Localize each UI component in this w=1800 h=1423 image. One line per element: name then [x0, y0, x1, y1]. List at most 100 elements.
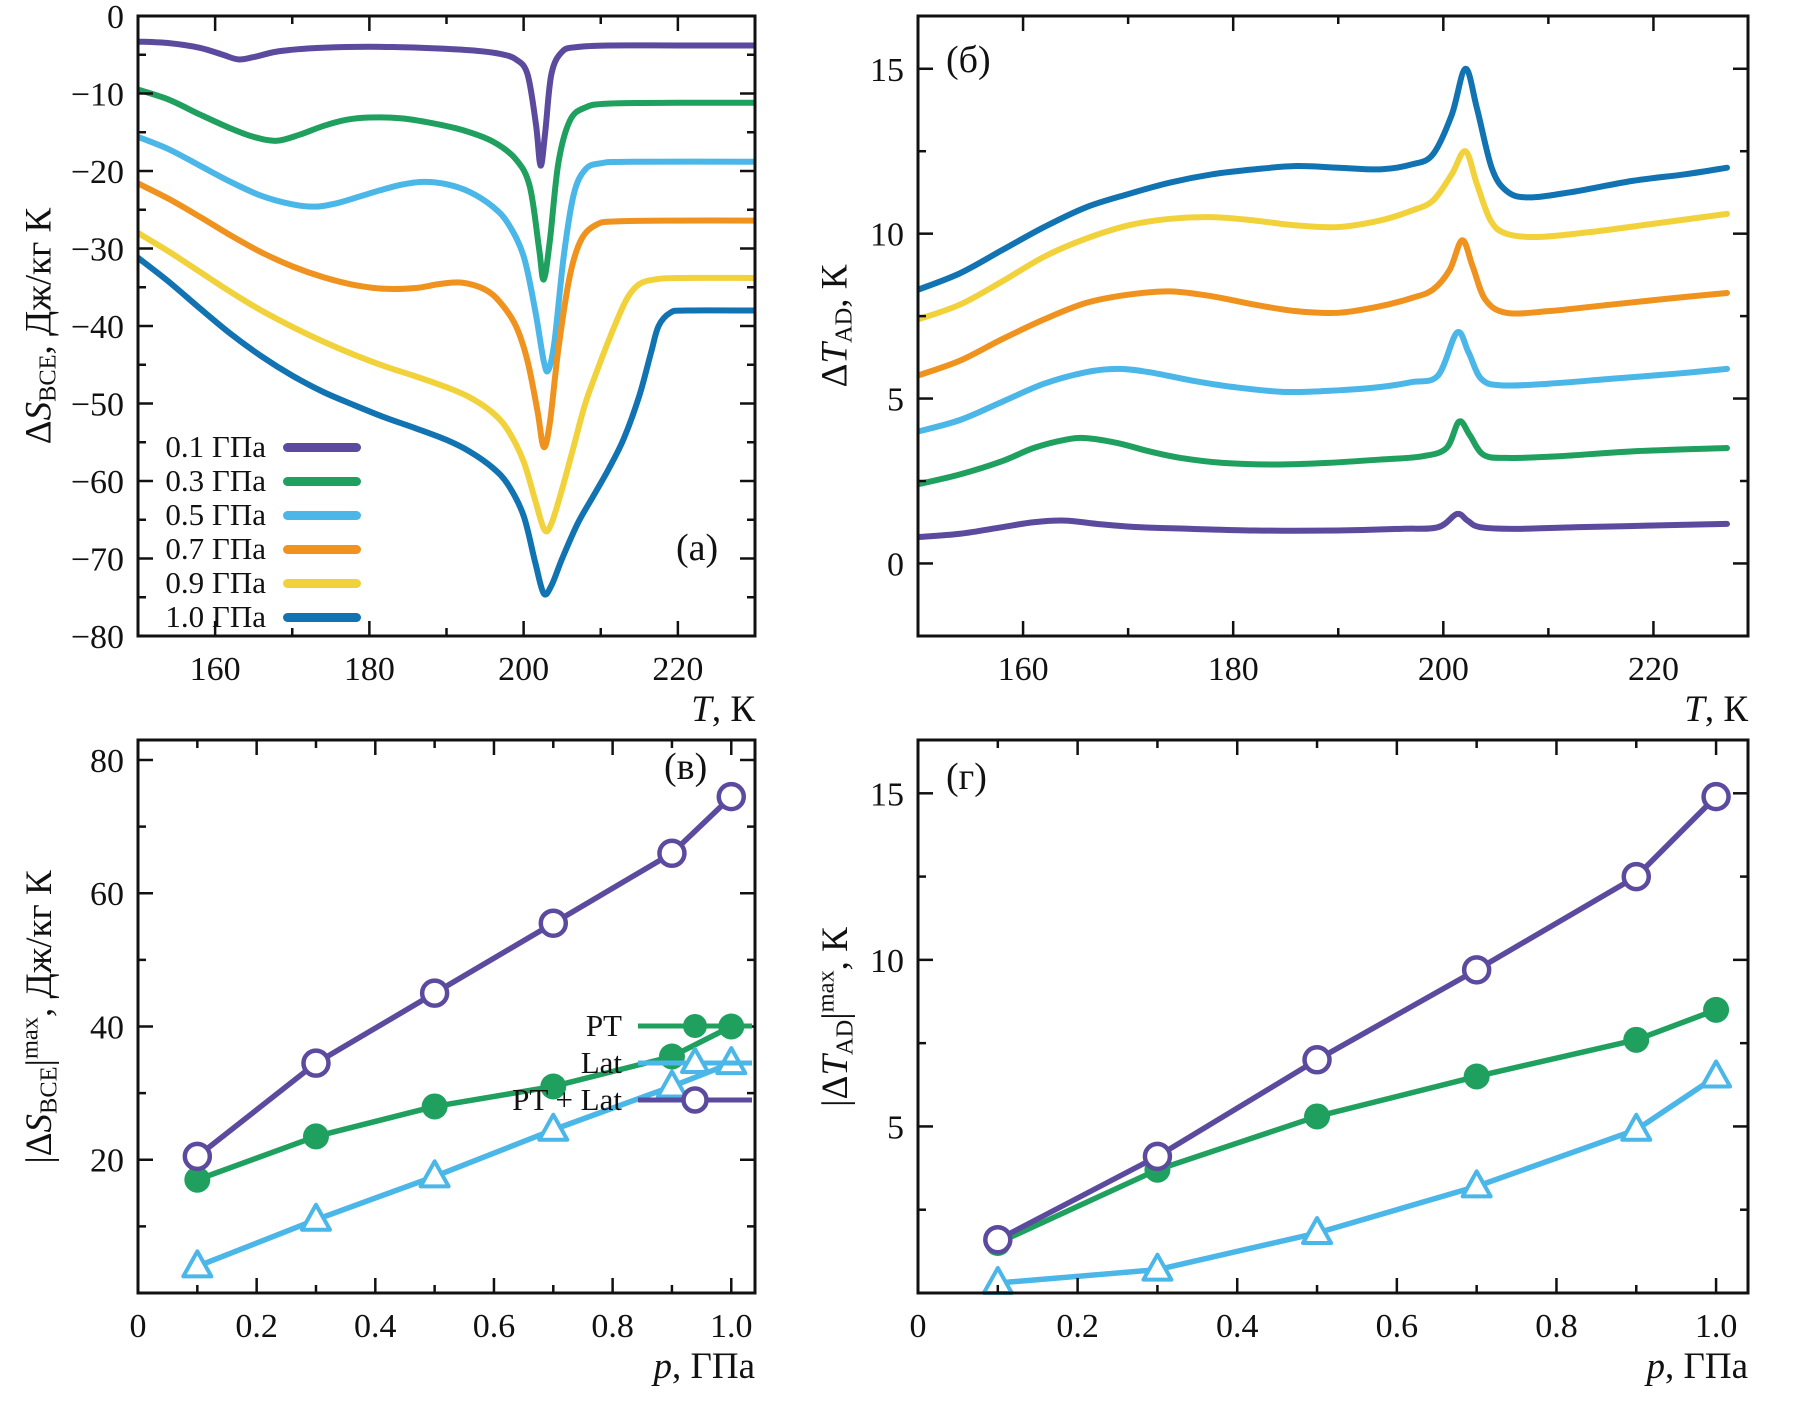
panel-b-adiabatic-temperature-change: 160 180 200 220 0 5 10 15 (б) ΔTAD, К T, К	[800, 0, 1800, 730]
y-tick-label: 10	[870, 943, 904, 980]
series-line	[917, 329, 1730, 435]
x-tick-label: 0.8	[591, 1308, 634, 1345]
x-tick-label: 0.2	[1056, 1308, 1099, 1345]
marker-circle-open	[538, 908, 569, 938]
series-line	[917, 237, 1730, 379]
y-tick-label: −60	[71, 464, 124, 501]
legend-swatch	[283, 476, 361, 486]
x-tick-label: 220	[652, 651, 703, 688]
legend-swatch	[283, 612, 361, 622]
x-tick-label: 0	[130, 1308, 147, 1345]
legend-key	[636, 1046, 754, 1080]
marker-circle-open	[983, 1224, 1013, 1255]
marker-circle-filled	[1623, 1026, 1650, 1053]
legend-key-graphic	[638, 1085, 752, 1114]
marker-circle-open	[1621, 861, 1652, 892]
marker-circle-filled	[1463, 1063, 1490, 1090]
panel-c-tag: (в)	[664, 746, 708, 788]
series-line	[995, 1007, 1719, 1246]
series-line	[137, 86, 756, 283]
y-tick-label: 5	[887, 1109, 904, 1146]
series-line	[137, 230, 756, 535]
x-tick-label: 180	[344, 651, 395, 688]
y-tick-label: 10	[870, 217, 904, 254]
y-tick-label: 60	[90, 876, 124, 913]
plot-frame	[916, 738, 1750, 1295]
legend-item: 0.5 ГПа	[148, 497, 361, 532]
x-tick-label: 200	[498, 651, 549, 688]
y-tick-label: 0	[107, 0, 124, 36]
marker-triangle-open	[1301, 1216, 1334, 1246]
plot-frame	[916, 14, 1750, 638]
x-tick-label: 0	[910, 1308, 927, 1345]
legend-item: 0.7 ГПа	[148, 531, 361, 566]
series-line	[995, 1073, 1719, 1286]
legend-label: PT + Lat	[512, 1081, 622, 1117]
marker-triangle-open	[680, 1046, 710, 1074]
marker-triangle-open	[181, 1249, 214, 1279]
marker-circle-open	[419, 978, 450, 1008]
marker-circle-open	[681, 1085, 709, 1114]
panel-a-entropy-vs-temperature: 160 180 200 220 0 −10 −20 −30 −40 −50 −60 −70 −80 (а…	[0, 0, 800, 730]
marker-triangle-open	[1620, 1112, 1653, 1142]
marker-circle-open	[182, 1141, 213, 1172]
y-tick-label: 80	[90, 743, 124, 780]
x-tick-label: 0.4	[1216, 1308, 1259, 1345]
series-line	[137, 38, 756, 169]
y-tick-label: −50	[71, 387, 124, 424]
marker-triangle-open	[1141, 1252, 1174, 1282]
legend-swatch	[283, 578, 361, 588]
marker-triangle-open	[418, 1159, 451, 1189]
y-axis-label: ΔTAD, К	[814, 264, 858, 388]
y-axis-label: |ΔSBCE|max, Дж/кг К	[16, 869, 63, 1164]
series-line	[917, 418, 1730, 488]
y-tick-label: −70	[71, 542, 124, 579]
y-tick-label: 40	[90, 1009, 124, 1046]
legend-key-graphic	[638, 1046, 752, 1074]
marker-triangle-open	[299, 1202, 332, 1232]
legend-key	[636, 1083, 754, 1117]
marker-circle-filled	[1304, 1103, 1331, 1130]
series-line	[137, 180, 756, 451]
x-tick-label: 0.6	[1376, 1308, 1419, 1345]
x-tick-label: 0.4	[354, 1308, 397, 1345]
marker-triangle-open	[1460, 1169, 1493, 1199]
x-tick-label: 0.8	[1535, 1308, 1578, 1345]
series-line	[137, 254, 756, 598]
marker-triangle-open	[1700, 1059, 1733, 1089]
x-tick-label: 220	[1628, 651, 1679, 688]
legend-label: 0.9 ГПа	[165, 565, 266, 600]
legend-label: 0.3 ГПа	[165, 463, 266, 498]
legend-key-graphic	[638, 1013, 752, 1038]
marker-circle-open	[1461, 955, 1492, 985]
series-line	[995, 793, 1719, 1243]
x-tick-label: 180	[1208, 651, 1259, 688]
x-axis-label: p, ГПа	[1646, 1346, 1748, 1387]
marker-circle-open	[657, 838, 687, 869]
y-tick-label: −80	[71, 619, 124, 656]
panel-c-max-entropy-vs-pressure: 0 0.2 0.4 0.6 0.8 1.0 20 40 60 80 (в) PT Lat PT +…	[0, 715, 800, 1423]
marker-circle-open	[1302, 1045, 1332, 1075]
marker-circle-filled	[302, 1123, 329, 1150]
legend-item: 0.1 ГПа	[148, 429, 361, 464]
series-line	[194, 1060, 735, 1270]
marker-circle-open	[1142, 1141, 1173, 1172]
plot-frame	[136, 738, 757, 1295]
x-axis-label: T, К	[1684, 689, 1748, 730]
y-tick-label: −20	[71, 154, 124, 191]
x-tick-label: 1.0	[710, 1308, 753, 1345]
marker-circle-filled	[683, 1013, 707, 1038]
x-tick-label: 0.2	[235, 1308, 278, 1345]
legend-key	[636, 1009, 754, 1043]
x-tick-label: 0.6	[473, 1308, 516, 1345]
series-line	[917, 148, 1730, 323]
y-tick-label: 0	[887, 546, 904, 583]
legend-item: Lat	[468, 1044, 754, 1081]
legend-item: PT + Lat	[468, 1081, 754, 1118]
marker-circle-filled	[421, 1093, 448, 1120]
x-tick-label: 1.0	[1695, 1308, 1738, 1345]
panel-b-plot: 160 180 200 220 0 5 10 15	[870, 14, 1750, 688]
marker-triangle-open	[537, 1112, 570, 1142]
marker-circle-open	[1701, 781, 1731, 812]
